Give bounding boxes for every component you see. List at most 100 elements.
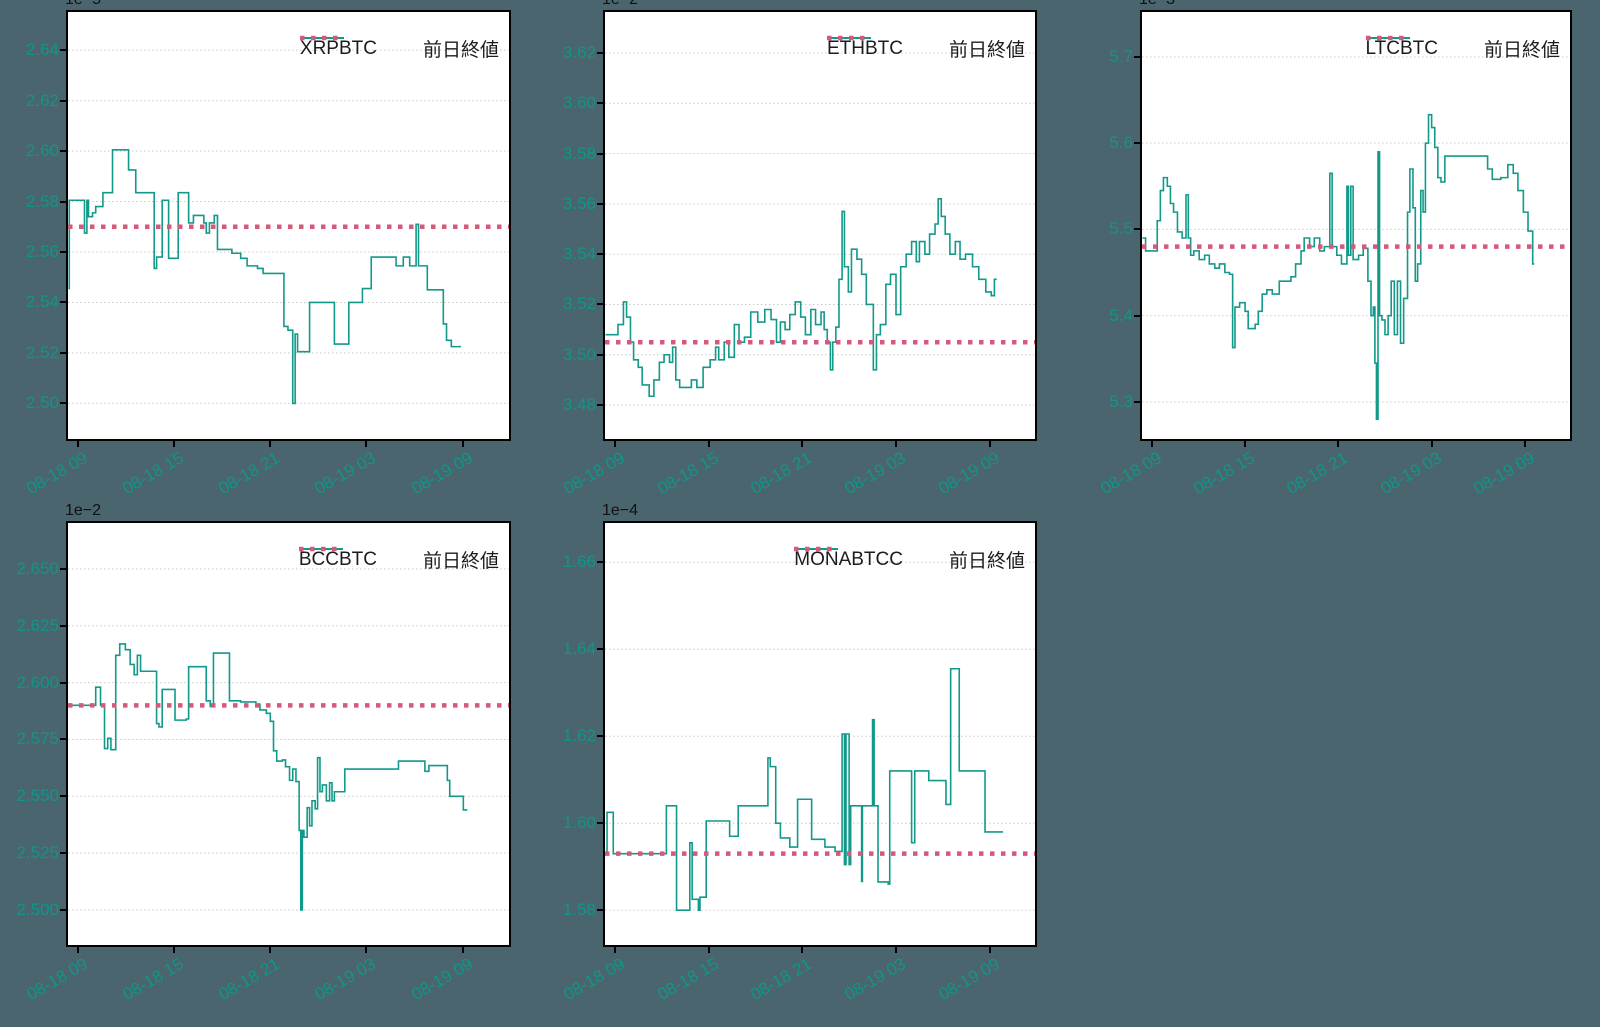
y-tick-label: 2.650 — [16, 559, 59, 578]
prev-close-line-swatch — [826, 35, 871, 41]
y-tick-label: 3.52 — [562, 294, 596, 313]
y-tick-label: 5.4 — [1109, 306, 1133, 325]
y-tick-mark — [1134, 401, 1140, 403]
plot-area-ltcbtc: 5.7 5.6 5.5 5.4 5.3 08-18 09 08-18 15 08-18 21 0… — [1097, 0, 1572, 498]
y-tick-label: 2.575 — [16, 729, 59, 748]
axis-exponent-label: 1e−2 — [602, 0, 638, 9]
x-tick-label: 08-19 03 — [841, 954, 909, 1005]
legend-entry: 前日終値 — [298, 546, 499, 573]
ethbtc-price-line — [605, 198, 997, 398]
y-tick-label: 2.600 — [16, 673, 59, 692]
bccbtc-price-line — [68, 643, 468, 911]
x-tick-mark — [1337, 441, 1339, 447]
x-tick-label: 08-19 09 — [1470, 448, 1538, 499]
y-tick-mark — [597, 303, 603, 305]
x-tick-label: 08-19 09 — [935, 448, 1003, 499]
y-tick-mark — [60, 402, 66, 404]
prev-close-line-swatch — [794, 546, 839, 552]
y-tick-mark — [60, 352, 66, 354]
y-tick-mark — [60, 150, 66, 152]
y-tick-mark — [1134, 228, 1140, 230]
y-tick-mark — [60, 49, 66, 51]
y-tick-mark — [60, 795, 66, 797]
xrpbtc-price-line — [68, 148, 461, 405]
y-tick-mark — [60, 301, 66, 303]
legend-label: 前日終値 — [948, 551, 1025, 572]
x-tick-label: 08-19 03 — [841, 448, 909, 499]
x-tick-mark — [614, 947, 616, 953]
ltcbtc-price-line — [1142, 113, 1535, 420]
y-tick-mark — [597, 909, 603, 911]
axis-exponent-label: 1e−2 — [65, 502, 102, 519]
ltcbtc-chart-canvas — [1142, 56, 1570, 420]
y-tick-label: 2.56 — [25, 242, 59, 261]
y-tick-mark — [597, 52, 603, 54]
x-tick-mark — [365, 947, 367, 953]
y-tick-label: 5.5 — [1109, 219, 1133, 238]
legend-entry: 前日終値 — [299, 35, 499, 62]
y-tick-label: 2.500 — [16, 900, 59, 919]
legend-entry: 前日終値 — [1365, 35, 1560, 62]
y-tick-label: 2.54 — [25, 292, 59, 311]
x-tick-mark — [1524, 441, 1526, 447]
legend-entry: 前日終値 — [826, 35, 1025, 62]
x-tick-mark — [77, 441, 79, 447]
x-tick-mark — [1151, 441, 1153, 447]
y-tick-label: 3.50 — [562, 345, 596, 364]
legend-label: 前日終値 — [1483, 40, 1560, 61]
xrpbtc-chart-canvas — [68, 49, 509, 405]
x-tick-mark — [269, 947, 271, 953]
x-tick-mark — [462, 441, 464, 447]
y-tick-label: 1.62 — [562, 726, 596, 745]
x-tick-mark — [173, 441, 175, 447]
x-tick-label: 08-18 21 — [1283, 448, 1351, 499]
y-tick-label: 2.60 — [25, 141, 59, 160]
x-tick-label: 08-19 09 — [408, 954, 476, 1005]
legend-label: MONABTCC — [794, 548, 903, 570]
y-tick-mark — [60, 100, 66, 102]
plot-area-monabtcc: 1.66 1.64 1.62 1.60 1.58 08-18 09 08-18 15 08-1… — [560, 502, 1037, 1004]
x-tick-label: 08-18 21 — [215, 448, 283, 499]
x-tick-mark — [989, 947, 991, 953]
legend: MONABTCC 前日終値 — [794, 546, 1025, 573]
prev-close-line-swatch — [1365, 35, 1410, 41]
y-tick-label: 1.66 — [562, 552, 596, 571]
y-tick-mark — [60, 738, 66, 740]
y-tick-label: 3.56 — [562, 194, 596, 213]
plot-area-bccbtc: 2.650 2.625 2.600 2.575 2.550 2.525 2.500 08-18… — [16, 502, 511, 1004]
x-tick-mark — [895, 441, 897, 447]
axis-exponent-label: 1e−5 — [65, 0, 101, 9]
y-tick-label: 5.6 — [1109, 133, 1133, 152]
x-tick-mark — [1431, 441, 1433, 447]
x-tick-label: 08-18 15 — [1190, 448, 1258, 499]
x-tick-mark — [77, 947, 79, 953]
x-tick-mark — [989, 441, 991, 447]
y-tick-label: 3.58 — [562, 144, 596, 163]
x-tick-label: 08-18 15 — [654, 954, 722, 1005]
x-tick-label: 08-19 03 — [1377, 448, 1445, 499]
y-tick-label: 2.64 — [25, 40, 59, 59]
y-tick-mark — [60, 625, 66, 627]
y-tick-mark — [60, 682, 66, 684]
x-tick-mark — [708, 441, 710, 447]
y-tick-label: 2.525 — [16, 843, 59, 862]
y-tick-mark — [597, 822, 603, 824]
legend-label: XRPBTC — [299, 37, 377, 59]
y-tick-label: 2.550 — [16, 786, 59, 805]
legend: XRPBTC 前日終値 — [299, 35, 499, 62]
x-tick-label: 08-18 21 — [215, 954, 283, 1005]
y-tick-mark — [597, 735, 603, 737]
ethbtc-chart-canvas — [605, 52, 1035, 406]
legend-entry: 前日終値 — [794, 546, 1025, 573]
legend: BCCBTC 前日終値 — [298, 546, 499, 573]
legend-label: LTCBTC — [1365, 37, 1438, 59]
legend-label: 前日終値 — [948, 40, 1025, 61]
y-tick-mark — [60, 201, 66, 203]
x-tick-label: 08-19 09 — [935, 954, 1003, 1005]
y-tick-mark — [1134, 315, 1140, 317]
y-tick-label: 2.62 — [25, 91, 59, 110]
y-tick-label: 1.64 — [562, 639, 596, 658]
legend-label: BCCBTC — [298, 548, 377, 570]
y-tick-label: 2.58 — [25, 192, 59, 211]
y-tick-mark — [597, 561, 603, 563]
